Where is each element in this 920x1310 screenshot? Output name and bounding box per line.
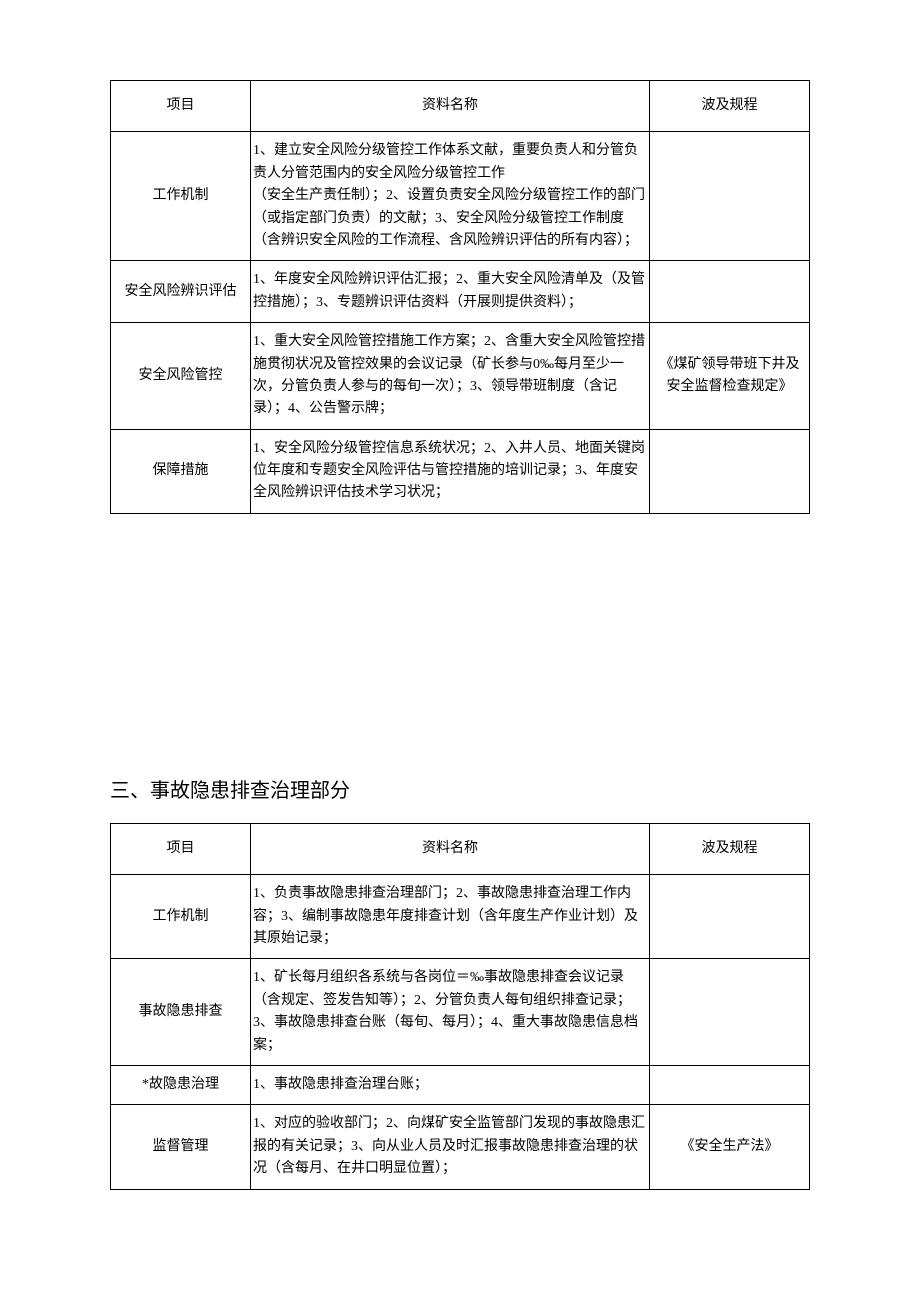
cell-project: 保障措施 [111,429,251,513]
cell-project: *故隐患治理 [111,1065,251,1104]
cell-material: 1、重大安全风险管控措施工作方案；2、含重大安全风险管控措施贯彻状况及管控效果的… [251,323,650,430]
table-header-row: 项目 资料名称 波及规程 [111,81,810,132]
table-row: 工作机制 1、建立安全风险分级管控工作体系文献，重要负责人和分管负责人分管范围内… [111,132,810,261]
table-row: 安全风险管控 1、重大安全风险管控措施工作方案；2、含重大安全风险管控措施贯彻状… [111,323,810,430]
hazard-investigation-table: 项目 资料名称 波及规程 工作机制 1、负责事故隐患排查治理部门；2、事故隐患排… [110,823,810,1190]
cell-project: 安全风险辨识评估 [111,261,251,323]
cell-project: 监督管理 [111,1105,251,1189]
cell-project: 工作机制 [111,132,251,261]
table-row: *故隐患治理 1、事故隐患排查治理台账； [111,1065,810,1104]
header-regulation: 波及规程 [650,823,810,874]
table-row: 工作机制 1、负责事故隐患排查治理部门；2、事故隐患排查治理工作内容；3、编制事… [111,875,810,959]
cell-regulation: 《煤矿领导带班下井及安全监督检查规定》 [650,323,810,430]
cell-material: 1、事故隐患排查治理台账； [251,1065,650,1104]
cell-material: 1、建立安全风险分级管控工作体系文献，重要负责人和分管负责人分管范围内的安全风险… [251,132,650,261]
header-regulation: 波及规程 [650,81,810,132]
header-project: 项目 [111,81,251,132]
cell-regulation [650,959,810,1066]
risk-control-table: 项目 资料名称 波及规程 工作机制 1、建立安全风险分级管控工作体系文献，重要负… [110,80,810,514]
cell-material: 1、对应的验收部门；2、向煤矿安全监管部门发现的事故隐患汇报的有关记录；3、向从… [251,1105,650,1189]
cell-project: 事故隐患排查 [111,959,251,1066]
header-material: 资料名称 [251,823,650,874]
cell-material: 1、矿长每月组织各系统与各岗位＝‰事故隐患排查会议记录（含规定、签发告知等）；2… [251,959,650,1066]
cell-project: 工作机制 [111,875,251,959]
cell-regulation [650,261,810,323]
cell-regulation [650,132,810,261]
table-row: 保障措施 1、安全风险分级管控信息系统状况；2、入井人员、地面关键岗位年度和专题… [111,429,810,513]
header-material: 资料名称 [251,81,650,132]
section-heading: 三、事故隐患排查治理部分 [110,774,810,803]
cell-regulation [650,429,810,513]
table-row: 安全风险辨识评估 1、年度安全风险辨识评估汇报；2、重大安全风险清单及（及管控措… [111,261,810,323]
cell-regulation [650,1065,810,1104]
table-row: 监督管理 1、对应的验收部门；2、向煤矿安全监管部门发现的事故隐患汇报的有关记录… [111,1105,810,1189]
table-header-row: 项目 资料名称 波及规程 [111,823,810,874]
table-row: 事故隐患排查 1、矿长每月组织各系统与各岗位＝‰事故隐患排查会议记录（含规定、签… [111,959,810,1066]
cell-regulation [650,875,810,959]
cell-project: 安全风险管控 [111,323,251,430]
cell-material: 1、安全风险分级管控信息系统状况；2、入井人员、地面关键岗位年度和专题安全风险评… [251,429,650,513]
cell-regulation: 《安全生产法》 [650,1105,810,1189]
cell-material: 1、年度安全风险辨识评估汇报；2、重大安全风险清单及（及管控措施）；3、专题辨识… [251,261,650,323]
header-project: 项目 [111,823,251,874]
cell-material: 1、负责事故隐患排查治理部门；2、事故隐患排查治理工作内容；3、编制事故隐患年度… [251,875,650,959]
